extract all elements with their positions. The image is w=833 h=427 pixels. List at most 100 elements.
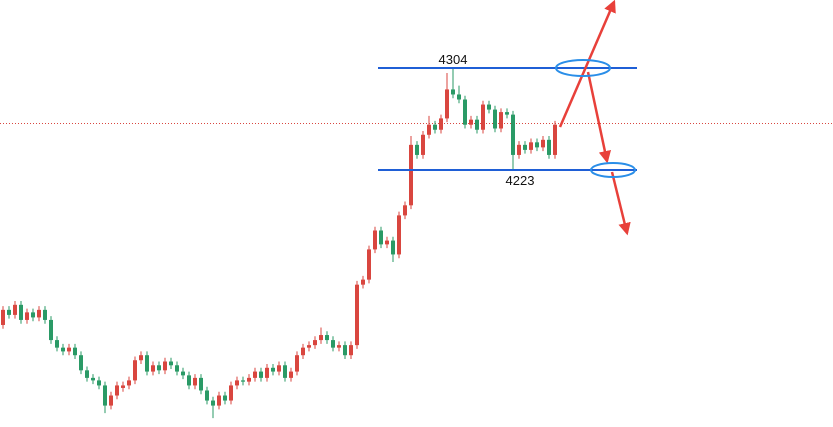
candle-body	[313, 340, 317, 346]
candle-body	[55, 340, 59, 348]
candle-body	[307, 345, 311, 348]
candle-body	[175, 365, 179, 372]
candle-body	[517, 144, 521, 155]
candle-body	[19, 304, 23, 320]
annotations	[555, 0, 636, 236]
candle-body	[535, 142, 539, 148]
candle-body	[505, 112, 509, 115]
candle-body	[277, 365, 281, 372]
candle-body	[163, 361, 167, 371]
candle-body	[241, 380, 245, 382]
candle-body	[463, 99, 467, 125]
candle-body	[349, 345, 353, 356]
candle-body	[217, 395, 221, 406]
candle-body	[523, 144, 527, 150]
candle-body	[361, 279, 365, 285]
candle-body	[331, 340, 335, 348]
candle-body	[439, 118, 443, 130]
candle-body	[421, 134, 425, 155]
candle-body	[367, 249, 371, 280]
candle-body	[73, 347, 77, 356]
candle-body	[253, 371, 257, 378]
candle-body	[103, 385, 107, 406]
candle-body	[469, 119, 473, 125]
candle-body	[79, 355, 83, 371]
candle-body	[109, 395, 113, 406]
candle-body	[289, 371, 293, 378]
candle-body	[61, 347, 65, 352]
breakdown-circle	[590, 162, 636, 178]
candle-body	[529, 142, 533, 150]
candle-body	[301, 347, 305, 356]
candle-body	[121, 385, 125, 388]
candle-body	[157, 365, 161, 371]
candle-body	[553, 124, 557, 155]
candle-body	[193, 377, 197, 386]
candle-body	[91, 377, 95, 381]
candle-body	[445, 89, 449, 119]
candle-body	[403, 205, 407, 216]
candle-body	[127, 380, 131, 386]
candle-body	[211, 400, 215, 406]
candle-body	[385, 240, 389, 245]
candle-body	[139, 355, 143, 361]
candle-body	[7, 309, 11, 315]
candle-body	[205, 390, 209, 401]
candle-body	[247, 377, 251, 382]
candle-body	[25, 312, 29, 320]
candle-body	[337, 345, 341, 348]
candle-body	[85, 370, 89, 378]
candle-body	[13, 304, 17, 315]
arrow-down	[610, 171, 631, 236]
candle-body	[493, 109, 497, 129]
candle-body	[547, 139, 551, 155]
arrow-up	[558, 0, 616, 128]
candle-body	[481, 104, 485, 130]
candle-body	[181, 371, 185, 376]
candle-body	[451, 89, 455, 95]
candle-body	[1, 309, 5, 325]
candle-body	[265, 367, 269, 378]
candle-body	[151, 365, 155, 372]
candle-body	[49, 319, 53, 341]
candle-body	[295, 355, 299, 372]
candle-body	[319, 335, 323, 341]
candle-body	[343, 345, 347, 356]
candle-body	[199, 377, 203, 391]
candle-body	[145, 355, 149, 372]
breakout-circle	[555, 59, 611, 77]
candle-body	[355, 284, 359, 346]
candle-body	[325, 335, 329, 341]
candle-body	[37, 309, 41, 318]
candle-body	[187, 375, 191, 386]
candle-body	[457, 94, 461, 100]
candle-body	[397, 215, 401, 255]
candle-body	[229, 385, 233, 401]
candle-body	[475, 119, 479, 130]
candle-body	[433, 124, 437, 130]
candle-body	[97, 380, 101, 386]
candle-body	[115, 385, 119, 396]
candle-body	[409, 144, 413, 206]
candle-body	[43, 309, 47, 320]
candle-body	[271, 367, 275, 372]
arrow-down	[586, 71, 612, 164]
candle-body	[133, 360, 137, 381]
candle-body	[283, 365, 287, 378]
candle-body	[379, 230, 383, 245]
candle-body	[487, 104, 491, 110]
candle-body	[235, 380, 239, 386]
level-label: 4304	[439, 52, 468, 67]
candle-body	[499, 112, 503, 129]
candle-body	[31, 312, 35, 318]
candle-body	[169, 361, 173, 366]
level-label: 4223	[506, 173, 535, 188]
candle-body	[415, 144, 419, 155]
plot: 4304 4223	[0, 52, 833, 419]
candle-body	[427, 124, 431, 135]
candle-body	[391, 240, 395, 255]
candle-body	[373, 230, 377, 250]
candle-body	[223, 395, 227, 401]
